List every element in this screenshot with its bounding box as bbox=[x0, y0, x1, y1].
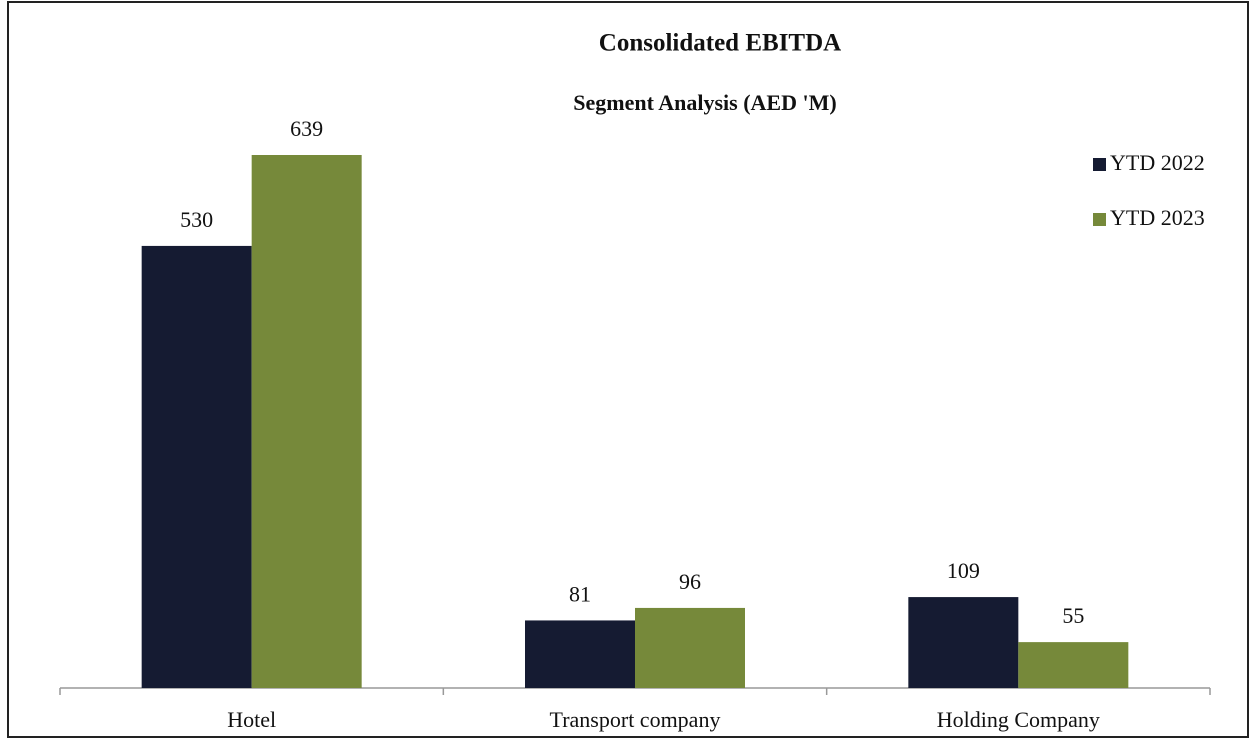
bar bbox=[141, 245, 252, 688]
data-label: 109 bbox=[947, 558, 980, 583]
data-label: 81 bbox=[569, 581, 591, 606]
x-tick-label: Holding Company bbox=[937, 707, 1100, 732]
bar bbox=[251, 155, 362, 688]
bar bbox=[635, 607, 745, 688]
data-label: 639 bbox=[290, 116, 323, 141]
legend-label: YTD 2023 bbox=[1110, 205, 1205, 230]
frame bbox=[7, 1, 1249, 738]
x-tick-label: Transport company bbox=[550, 707, 721, 732]
bar bbox=[1018, 642, 1129, 688]
data-label: 96 bbox=[679, 569, 701, 594]
data-label: 55 bbox=[1062, 603, 1084, 628]
chart-title: Consolidated EBITDA bbox=[599, 30, 841, 57]
legend-swatch bbox=[1093, 213, 1106, 226]
bar bbox=[525, 620, 635, 688]
legend-label: YTD 2022 bbox=[1110, 150, 1205, 175]
chart-subtitle: Segment Analysis (AED 'M) bbox=[573, 90, 836, 115]
bar bbox=[908, 597, 1019, 688]
x-tick-label: Hotel bbox=[227, 707, 276, 732]
legend-swatch bbox=[1093, 158, 1106, 171]
data-label: 530 bbox=[180, 207, 213, 232]
